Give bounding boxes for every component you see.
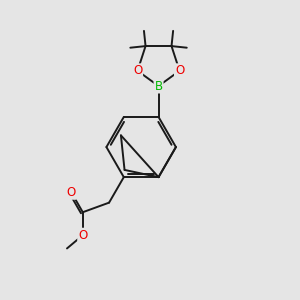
Text: O: O: [67, 186, 76, 199]
Text: O: O: [78, 229, 87, 242]
Text: B: B: [154, 80, 163, 92]
Text: O: O: [133, 64, 142, 77]
Text: O: O: [175, 64, 184, 77]
